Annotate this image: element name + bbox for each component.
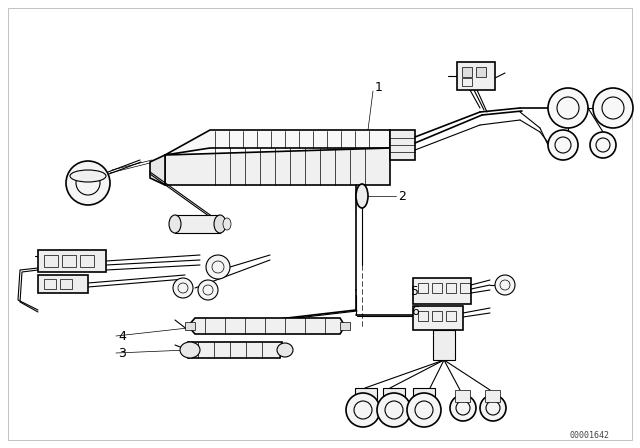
Bar [62, 255, 76, 267]
Text: 00001642: 00001642 [570, 431, 610, 440]
Bar [175, 215, 220, 233]
Bar [413, 278, 471, 304]
Bar [460, 283, 470, 293]
Circle shape [173, 278, 193, 298]
Ellipse shape [223, 218, 231, 230]
Bar [433, 330, 455, 360]
Bar [432, 311, 442, 321]
Ellipse shape [169, 215, 181, 233]
Circle shape [593, 88, 633, 128]
Bar [413, 306, 463, 330]
Bar [432, 283, 442, 293]
Circle shape [198, 280, 218, 300]
Text: 3: 3 [118, 346, 126, 359]
Polygon shape [150, 155, 165, 185]
Bar [462, 78, 472, 86]
Circle shape [66, 161, 110, 205]
Polygon shape [188, 342, 282, 358]
Bar [462, 67, 472, 77]
Bar [80, 255, 94, 267]
Circle shape [548, 88, 588, 128]
Bar [38, 275, 88, 293]
Polygon shape [165, 148, 390, 185]
Circle shape [377, 393, 411, 427]
Circle shape [548, 130, 578, 160]
Bar [418, 311, 428, 321]
Bar [44, 279, 56, 289]
Bar [355, 388, 377, 403]
Polygon shape [165, 130, 390, 155]
Bar [476, 67, 486, 77]
Bar [38, 250, 106, 272]
Circle shape [480, 395, 506, 421]
Circle shape [495, 275, 515, 295]
Circle shape [590, 132, 616, 158]
Bar [446, 311, 456, 321]
Circle shape [407, 393, 441, 427]
Bar [60, 279, 72, 289]
Bar [446, 283, 456, 293]
Circle shape [206, 255, 230, 279]
Text: 1: 1 [375, 81, 383, 94]
Bar [383, 388, 405, 403]
Bar [44, 255, 58, 267]
Ellipse shape [180, 342, 200, 358]
Polygon shape [390, 130, 415, 160]
Circle shape [346, 393, 380, 427]
Ellipse shape [70, 170, 106, 182]
Ellipse shape [277, 343, 293, 357]
Bar [413, 388, 435, 403]
Bar [418, 283, 428, 293]
Text: 5: 5 [411, 284, 419, 297]
Ellipse shape [356, 184, 368, 208]
Text: 2: 2 [398, 190, 406, 202]
Bar [455, 390, 470, 402]
Bar [457, 62, 495, 90]
Bar [185, 322, 195, 330]
Circle shape [450, 395, 476, 421]
Bar [340, 322, 350, 330]
Text: 4: 4 [118, 329, 126, 343]
Polygon shape [188, 318, 345, 334]
Ellipse shape [214, 215, 226, 233]
Bar [485, 390, 500, 402]
Text: 6: 6 [411, 305, 419, 318]
